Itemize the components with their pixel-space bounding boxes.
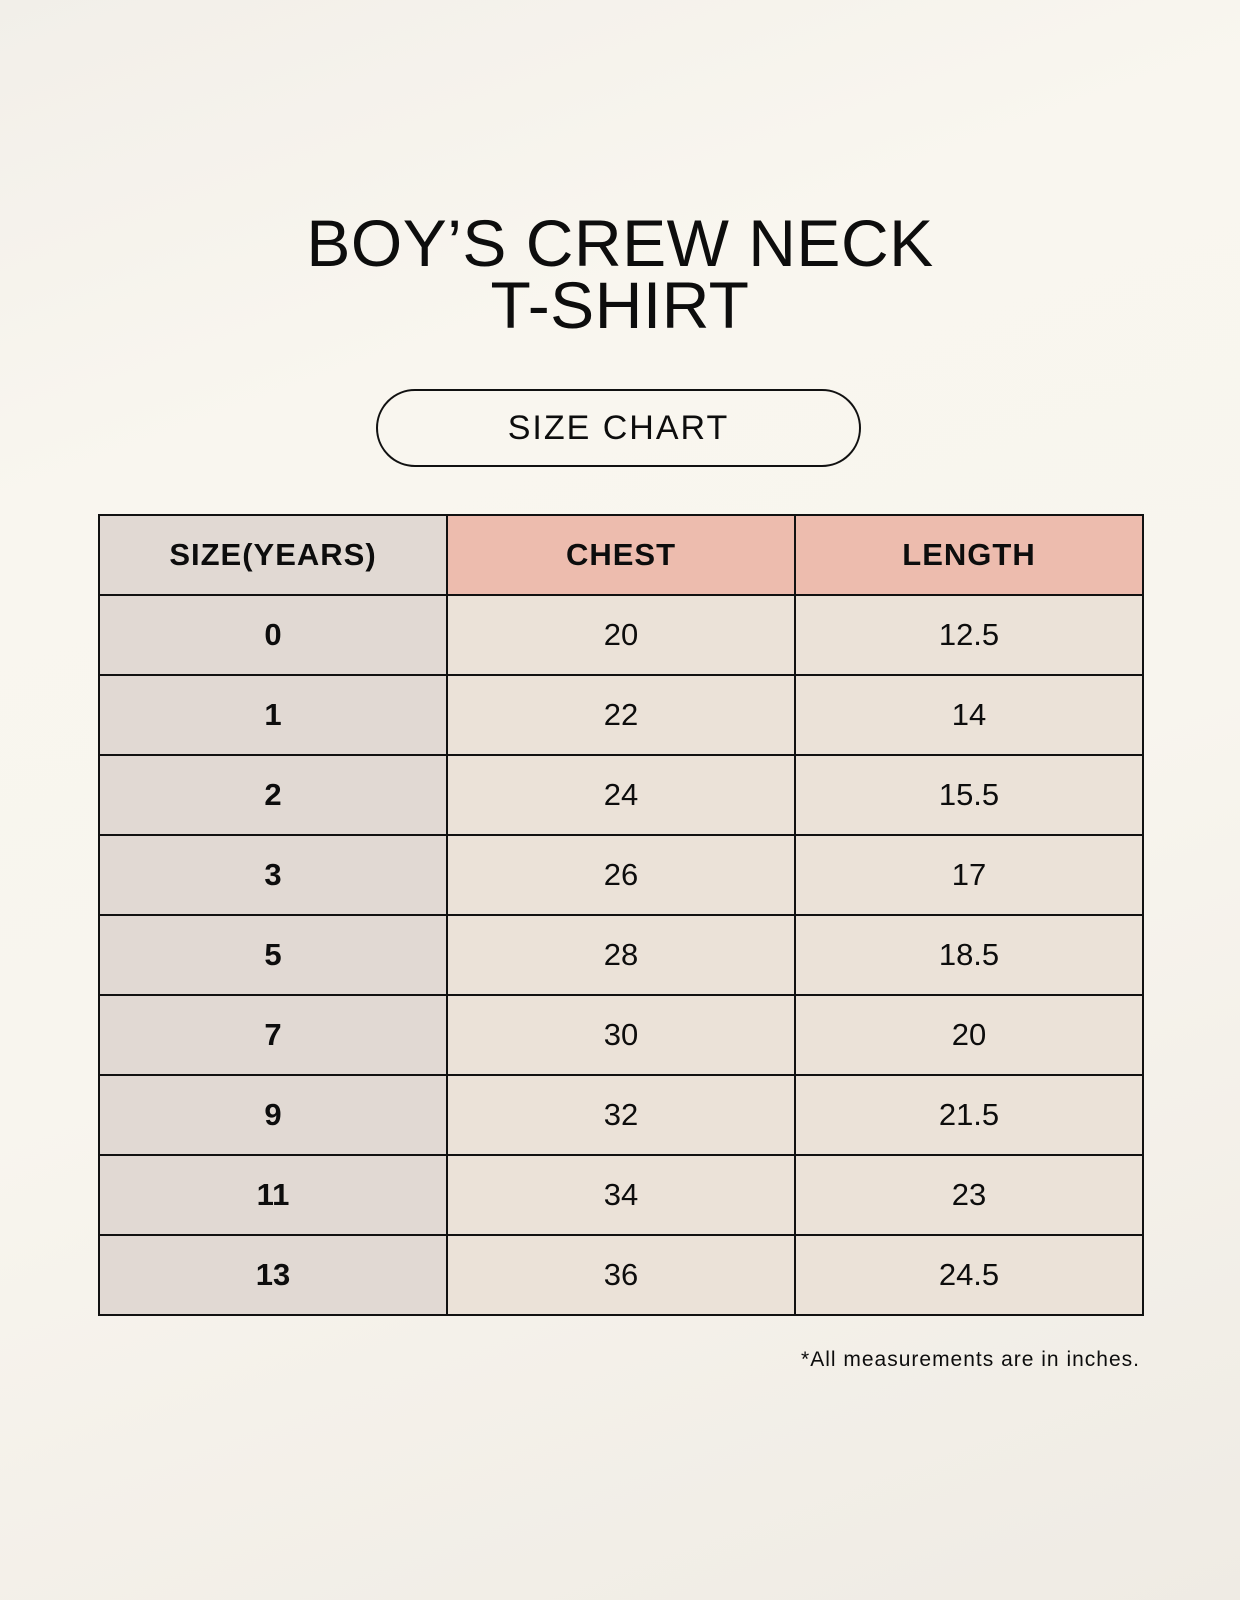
chest-cell: 32 xyxy=(446,1074,796,1156)
chest-cell: 36 xyxy=(446,1234,796,1316)
size-cell: 11 xyxy=(98,1154,448,1236)
page-title: BOY’S CREW NECK T-SHIRT xyxy=(0,206,1240,342)
length-cell: 18.5 xyxy=(794,914,1144,996)
size-table: SIZE(YEARS) CHEST LENGTH 0 20 12.5 1 22 14 2 24… xyxy=(98,514,1144,1316)
table-row: 7 30 20 xyxy=(98,994,1144,1076)
footnote: *All measurements are in inches. xyxy=(801,1348,1140,1371)
chest-cell: 26 xyxy=(446,834,796,916)
size-cell: 13 xyxy=(98,1234,448,1316)
table-row: 13 36 24.5 xyxy=(98,1234,1144,1316)
chest-cell: 20 xyxy=(446,594,796,676)
table-row: 11 34 23 xyxy=(98,1154,1144,1236)
chest-cell: 22 xyxy=(446,674,796,756)
length-cell: 15.5 xyxy=(794,754,1144,836)
chest-cell: 34 xyxy=(446,1154,796,1236)
length-cell: 12.5 xyxy=(794,594,1144,676)
table-row: 1 22 14 xyxy=(98,674,1144,756)
table-row: 2 24 15.5 xyxy=(98,754,1144,836)
size-chart-badge: SIZE CHART xyxy=(376,389,861,467)
table-row: 3 26 17 xyxy=(98,834,1144,916)
table-row: 5 28 18.5 xyxy=(98,914,1144,996)
length-cell: 14 xyxy=(794,674,1144,756)
table-row: 9 32 21.5 xyxy=(98,1074,1144,1156)
chest-cell: 24 xyxy=(446,754,796,836)
header-length: LENGTH xyxy=(794,514,1144,596)
length-cell: 20 xyxy=(794,994,1144,1076)
length-cell: 21.5 xyxy=(794,1074,1144,1156)
length-cell: 23 xyxy=(794,1154,1144,1236)
chest-cell: 30 xyxy=(446,994,796,1076)
length-cell: 24.5 xyxy=(794,1234,1144,1316)
title-line-2: T-SHIRT xyxy=(490,268,750,342)
size-cell: 7 xyxy=(98,994,448,1076)
size-cell: 3 xyxy=(98,834,448,916)
table-header-row: SIZE(YEARS) CHEST LENGTH xyxy=(98,514,1144,596)
table-row: 0 20 12.5 xyxy=(98,594,1144,676)
size-cell: 1 xyxy=(98,674,448,756)
title-line-1: BOY’S CREW NECK xyxy=(306,206,934,280)
header-size: SIZE(YEARS) xyxy=(98,514,448,596)
size-cell: 5 xyxy=(98,914,448,996)
size-cell: 0 xyxy=(98,594,448,676)
chest-cell: 28 xyxy=(446,914,796,996)
size-cell: 2 xyxy=(98,754,448,836)
length-cell: 17 xyxy=(794,834,1144,916)
header-chest: CHEST xyxy=(446,514,796,596)
size-cell: 9 xyxy=(98,1074,448,1156)
